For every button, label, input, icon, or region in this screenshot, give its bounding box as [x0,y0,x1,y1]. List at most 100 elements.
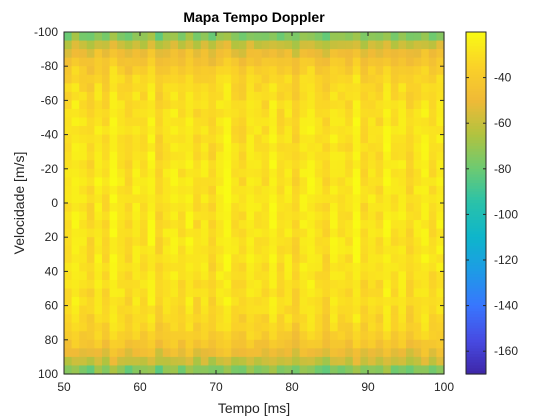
heatmap-cell [398,246,406,255]
heatmap-cell [406,365,414,374]
heatmap-cell [414,263,422,272]
heatmap-cell [345,271,353,280]
heatmap-cell [64,306,72,315]
heatmap-cell [345,100,353,109]
heatmap-cell [239,32,247,41]
heatmap-cell [269,220,277,229]
heatmap-cell [72,100,80,109]
heatmap-cell [216,186,224,195]
heatmap-cell [254,160,262,169]
heatmap-cell [391,340,399,349]
heatmap-cell [64,254,72,263]
heatmap-cell [307,100,315,109]
heatmap-cell [79,237,87,246]
heatmap-cell [193,186,201,195]
heatmap-cell [284,75,292,84]
heatmap-cell [72,331,80,340]
heatmap-cell [277,263,285,272]
heatmap-cell [178,212,186,221]
heatmap-cell [170,306,178,315]
heatmap-cell [307,254,315,263]
heatmap-cell [414,109,422,118]
heatmap-cell [216,83,224,92]
heatmap-cell [132,357,140,366]
heatmap-cell [193,109,201,118]
heatmap-cell [368,246,376,255]
heatmap-cell [117,323,125,332]
heatmap-cell [178,66,186,75]
heatmap-cell [132,306,140,315]
heatmap-cell [163,177,171,186]
heatmap-cell [216,323,224,332]
heatmap-cell [307,135,315,144]
heatmap-cell [224,254,232,263]
heatmap-cell [429,109,437,118]
heatmap-cell [398,237,406,246]
heatmap-cell [87,92,95,101]
heatmap-cell [330,263,338,272]
heatmap-cell [300,203,308,212]
heatmap-cell [186,229,194,238]
heatmap-cell [330,118,338,127]
heatmap-cell [391,49,399,58]
heatmap-cell [94,32,102,41]
heatmap-cell [284,177,292,186]
heatmap-cell [277,220,285,229]
heatmap-cell [110,143,118,152]
heatmap-cell [186,100,194,109]
heatmap-cell [436,118,444,127]
heatmap-cell [170,203,178,212]
heatmap-cell [436,229,444,238]
heatmap-cell [277,229,285,238]
heatmap-cell [125,212,133,221]
heatmap-cell [125,186,133,195]
heatmap-cell [231,186,239,195]
heatmap-cell [338,280,346,289]
heatmap-cell [87,331,95,340]
heatmap-cell [254,203,262,212]
heatmap-cell [201,348,209,357]
heatmap-cell [284,365,292,374]
heatmap-cell [231,348,239,357]
heatmap-cell [292,289,300,298]
heatmap-cell [391,237,399,246]
heatmap-cell [102,203,110,212]
heatmap-cell [239,323,247,332]
heatmap-cell [208,160,216,169]
heatmap-cell [110,194,118,203]
heatmap-cell [163,75,171,84]
heatmap-cell [307,49,315,58]
heatmap-cell [186,297,194,306]
heatmap-cell [322,263,330,272]
heatmap-cell [353,331,361,340]
heatmap-cell [193,306,201,315]
heatmap-cell [284,92,292,101]
heatmap-cell [414,212,422,221]
heatmap-cell [345,323,353,332]
heatmap-cell [201,314,209,323]
heatmap-cell [421,237,429,246]
heatmap-cell [284,126,292,135]
heatmap-cell [94,203,102,212]
heatmap-cell [368,203,376,212]
heatmap-cell [277,49,285,58]
heatmap-cell [163,135,171,144]
heatmap-cell [117,143,125,152]
heatmap-cell [368,220,376,229]
heatmap-cell [72,160,80,169]
heatmap-cell [239,254,247,263]
heatmap-cell [64,83,72,92]
heatmap-cell [315,41,323,50]
heatmap-cell [163,314,171,323]
heatmap-cell [353,177,361,186]
heatmap-cell [79,212,87,221]
heatmap-cell [262,340,270,349]
heatmap-cell [429,177,437,186]
heatmap-cell [72,169,80,178]
heatmap-cell [163,83,171,92]
heatmap-cell [360,271,368,280]
heatmap-cell [201,177,209,186]
heatmap-cell [406,220,414,229]
heatmap-cell [254,229,262,238]
heatmap-cell [216,365,224,374]
